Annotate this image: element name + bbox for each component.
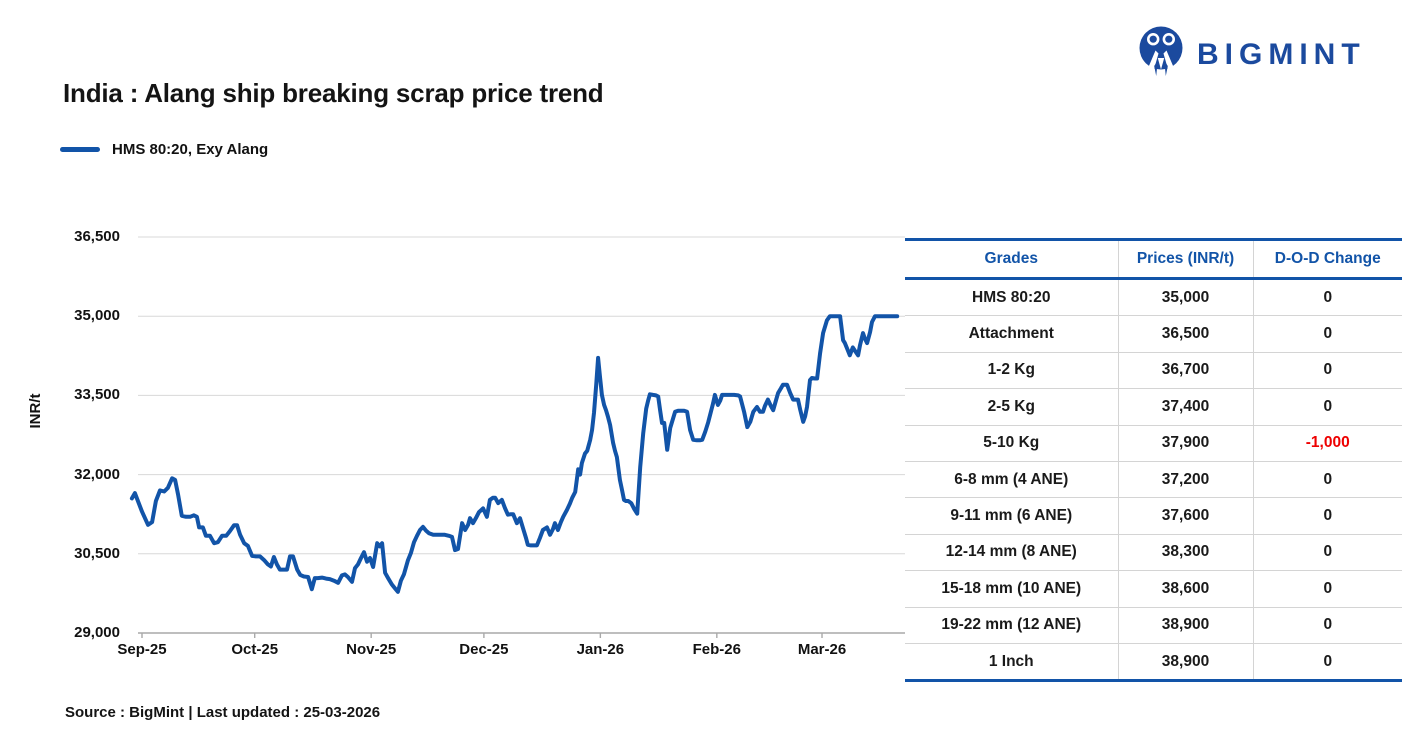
price-cell: 37,900 — [1117, 425, 1253, 462]
price-cell: 37,600 — [1117, 497, 1253, 535]
table-row: 15-18 mm (10 ANE) 38,600 0 — [905, 570, 1402, 608]
table-header-row: Grades Prices (INR/t) D-O-D Change — [905, 238, 1402, 280]
price-cell: 37,400 — [1117, 388, 1253, 426]
grade-cell: HMS 80:20 — [905, 278, 1118, 317]
table-row: 12-14 mm (8 ANE) 38,300 0 — [905, 534, 1402, 572]
chart-legend: HMS 80:20, Exy Alang — [60, 141, 268, 158]
price-cell: 38,600 — [1117, 570, 1253, 608]
bigmint-people-icon — [1138, 26, 1184, 83]
price-cell: 35,000 — [1117, 278, 1253, 317]
x-axis-label: Feb-26 — [692, 641, 741, 658]
grade-cell: Attachment — [905, 315, 1118, 353]
dod-change-cell: 0 — [1252, 607, 1402, 644]
table-row: 1-2 Kg 36,700 0 — [905, 352, 1402, 390]
table-row: 6-8 mm (4 ANE) 37,200 0 — [905, 461, 1402, 499]
grade-cell: 2-5 Kg — [905, 388, 1118, 426]
dod-change-cell: 0 — [1252, 534, 1402, 572]
y-axis-label: 35,000 — [74, 307, 120, 325]
price-trend-chart — [129, 236, 905, 638]
legend-line-swatch — [60, 147, 100, 152]
dod-change-cell: 0 — [1252, 497, 1402, 535]
dod-change-cell: 0 — [1252, 315, 1402, 353]
grade-cell: 9-11 mm (6 ANE) — [905, 497, 1118, 535]
price-cell: 38,300 — [1117, 534, 1253, 572]
table-row: 19-22 mm (12 ANE) 38,900 0 — [905, 607, 1402, 644]
dod-change-cell: 0 — [1252, 643, 1402, 683]
table-row: 9-11 mm (6 ANE) 37,600 0 — [905, 497, 1402, 535]
y-axis-label: 32,000 — [74, 465, 120, 483]
grade-cell: 1 Inch — [905, 643, 1118, 683]
price-cell: 36,500 — [1117, 315, 1253, 353]
table-row: 2-5 Kg 37,400 0 — [905, 388, 1402, 426]
x-axis-label: Nov-25 — [346, 641, 397, 658]
y-axis-label: 29,000 — [74, 624, 120, 641]
table-row: HMS 80:20 35,000 0 — [905, 278, 1402, 317]
grade-cell: 5-10 Kg — [905, 425, 1118, 462]
price-cell: 38,900 — [1117, 607, 1253, 644]
x-axis-label: Oct-25 — [231, 641, 279, 658]
logo-wordmark: BIGMINT — [1197, 37, 1366, 71]
y-axis-label: 33,500 — [74, 386, 120, 404]
grade-cell: 12-14 mm (8 ANE) — [905, 534, 1118, 572]
table-header-cell: D-O-D Change — [1252, 238, 1402, 280]
x-axis-label: Dec-25 — [459, 641, 509, 658]
x-axis-label: Jan-26 — [576, 641, 625, 658]
price-cell: 37,200 — [1117, 461, 1253, 499]
dod-change-cell: 0 — [1252, 278, 1402, 317]
dod-change-cell: 0 — [1252, 570, 1402, 608]
grade-cell: 15-18 mm (10 ANE) — [905, 570, 1118, 608]
table-row: Attachment 36,500 0 — [905, 315, 1402, 353]
x-axis-label: Mar-26 — [797, 641, 847, 658]
y-axis-label: 30,500 — [74, 544, 120, 562]
legend-label: HMS 80:20, Exy Alang — [112, 141, 269, 158]
grade-cell: 6-8 mm (4 ANE) — [905, 461, 1118, 499]
grades-price-table: Grades Prices (INR/t) D-O-D Change HMS 80:… — [905, 238, 1402, 683]
table-row: 5-10 Kg 37,900 -1,000 — [905, 425, 1402, 462]
table-header-cell: Grades — [905, 238, 1118, 280]
price-cell: 38,900 — [1117, 643, 1253, 683]
page-title: India : Alang ship breaking scrap price … — [63, 78, 604, 108]
dod-change-cell: 0 — [1252, 352, 1402, 390]
table-header-cell: Prices (INR/t) — [1117, 238, 1253, 280]
grade-cell: 1-2 Kg — [905, 352, 1118, 390]
y-axis-label: 36,500 — [74, 228, 120, 245]
price-cell: 36,700 — [1117, 352, 1253, 390]
price-line-hms-8020 — [129, 314, 900, 594]
x-axis-label: Sep-25 — [117, 641, 167, 658]
grade-cell: 19-22 mm (12 ANE) — [905, 607, 1118, 644]
bigmint-logo: BIGMINT — [1138, 26, 1366, 83]
dod-change-cell: 0 — [1252, 388, 1402, 426]
dod-change-cell: 0 — [1252, 461, 1402, 499]
table-row: 1 Inch 38,900 0 — [905, 643, 1402, 683]
source-note: Source : BigMint | Last updated : 25-03-… — [65, 704, 381, 721]
dod-change-cell: -1,000 — [1252, 425, 1402, 462]
